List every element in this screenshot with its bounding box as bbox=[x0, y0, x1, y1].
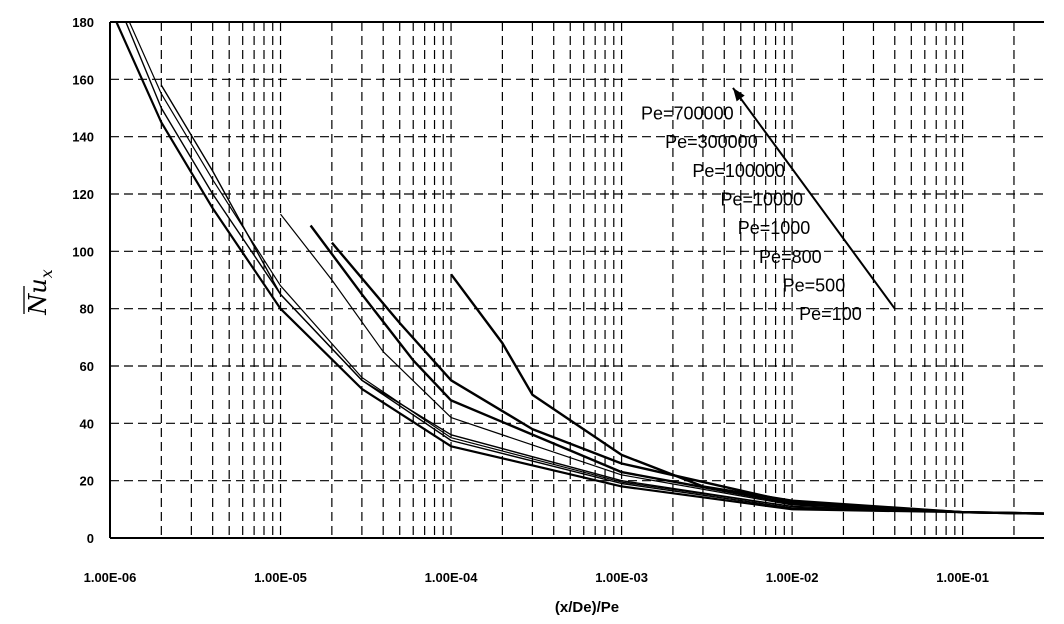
svg-text:Nux: Nux bbox=[24, 269, 56, 316]
direction-arrow bbox=[732, 87, 896, 310]
x-tick-label: 1.00E-03 bbox=[595, 570, 648, 585]
y-tick-label: 20 bbox=[80, 474, 94, 489]
series-annotation: Pe=300000 bbox=[665, 132, 758, 152]
series-annotation: Pe=800 bbox=[759, 247, 822, 267]
y-tick-label: 120 bbox=[72, 187, 94, 202]
grid bbox=[110, 22, 1044, 538]
series-line bbox=[280, 213, 1044, 515]
series-line bbox=[309, 224, 1044, 515]
y-tick-label: 40 bbox=[80, 416, 94, 431]
arrow-head bbox=[732, 87, 745, 102]
series-lines bbox=[115, 22, 1044, 515]
x-tick-label: 1.00E-02 bbox=[766, 570, 819, 585]
y-axis-label-sub: x bbox=[37, 269, 56, 278]
series-annotation: Pe=1000 bbox=[738, 218, 811, 238]
series-line bbox=[115, 22, 1044, 515]
plot-frame bbox=[109, 21, 1044, 539]
y-tick-label: 100 bbox=[72, 244, 94, 259]
x-axis-label: (x/De)/Pe bbox=[555, 599, 619, 616]
series-annotation: Pe=10000 bbox=[720, 189, 803, 209]
x-tick-label: 1.00E-01 bbox=[936, 570, 989, 585]
series-line bbox=[450, 273, 1044, 515]
arrow-shaft bbox=[732, 87, 896, 310]
y-tick-label: 0 bbox=[87, 531, 94, 546]
x-tick-label: 1.00E-06 bbox=[84, 570, 137, 585]
y-axis-label: Nux bbox=[23, 269, 56, 316]
y-tick-label: 160 bbox=[72, 72, 94, 87]
series-annotation: Pe=100000 bbox=[692, 161, 785, 181]
y-tick-label: 80 bbox=[80, 302, 94, 317]
y-axis-label-main: Nu bbox=[24, 278, 52, 315]
series-annotation: Pe=500 bbox=[783, 275, 846, 295]
series-annotation: Pe=700000 bbox=[641, 103, 734, 123]
y-tick-label: 140 bbox=[72, 130, 94, 145]
annotations: Pe=700000 Pe=300000 Pe=100000 Pe=10000 Pe=10… bbox=[641, 103, 862, 324]
y-tick-label: 180 bbox=[72, 15, 94, 30]
y-tick-label: 60 bbox=[80, 359, 94, 374]
series-annotation: Pe=100 bbox=[799, 304, 862, 324]
series-line bbox=[330, 241, 1044, 515]
x-tick-label: 1.00E-04 bbox=[425, 570, 479, 585]
tick-labels: 1.00E-06 1.00E-05 1.00E-04 1.00E-03 1.00E-02… bbox=[72, 15, 989, 585]
x-tick-label: 1.00E-05 bbox=[254, 570, 307, 585]
